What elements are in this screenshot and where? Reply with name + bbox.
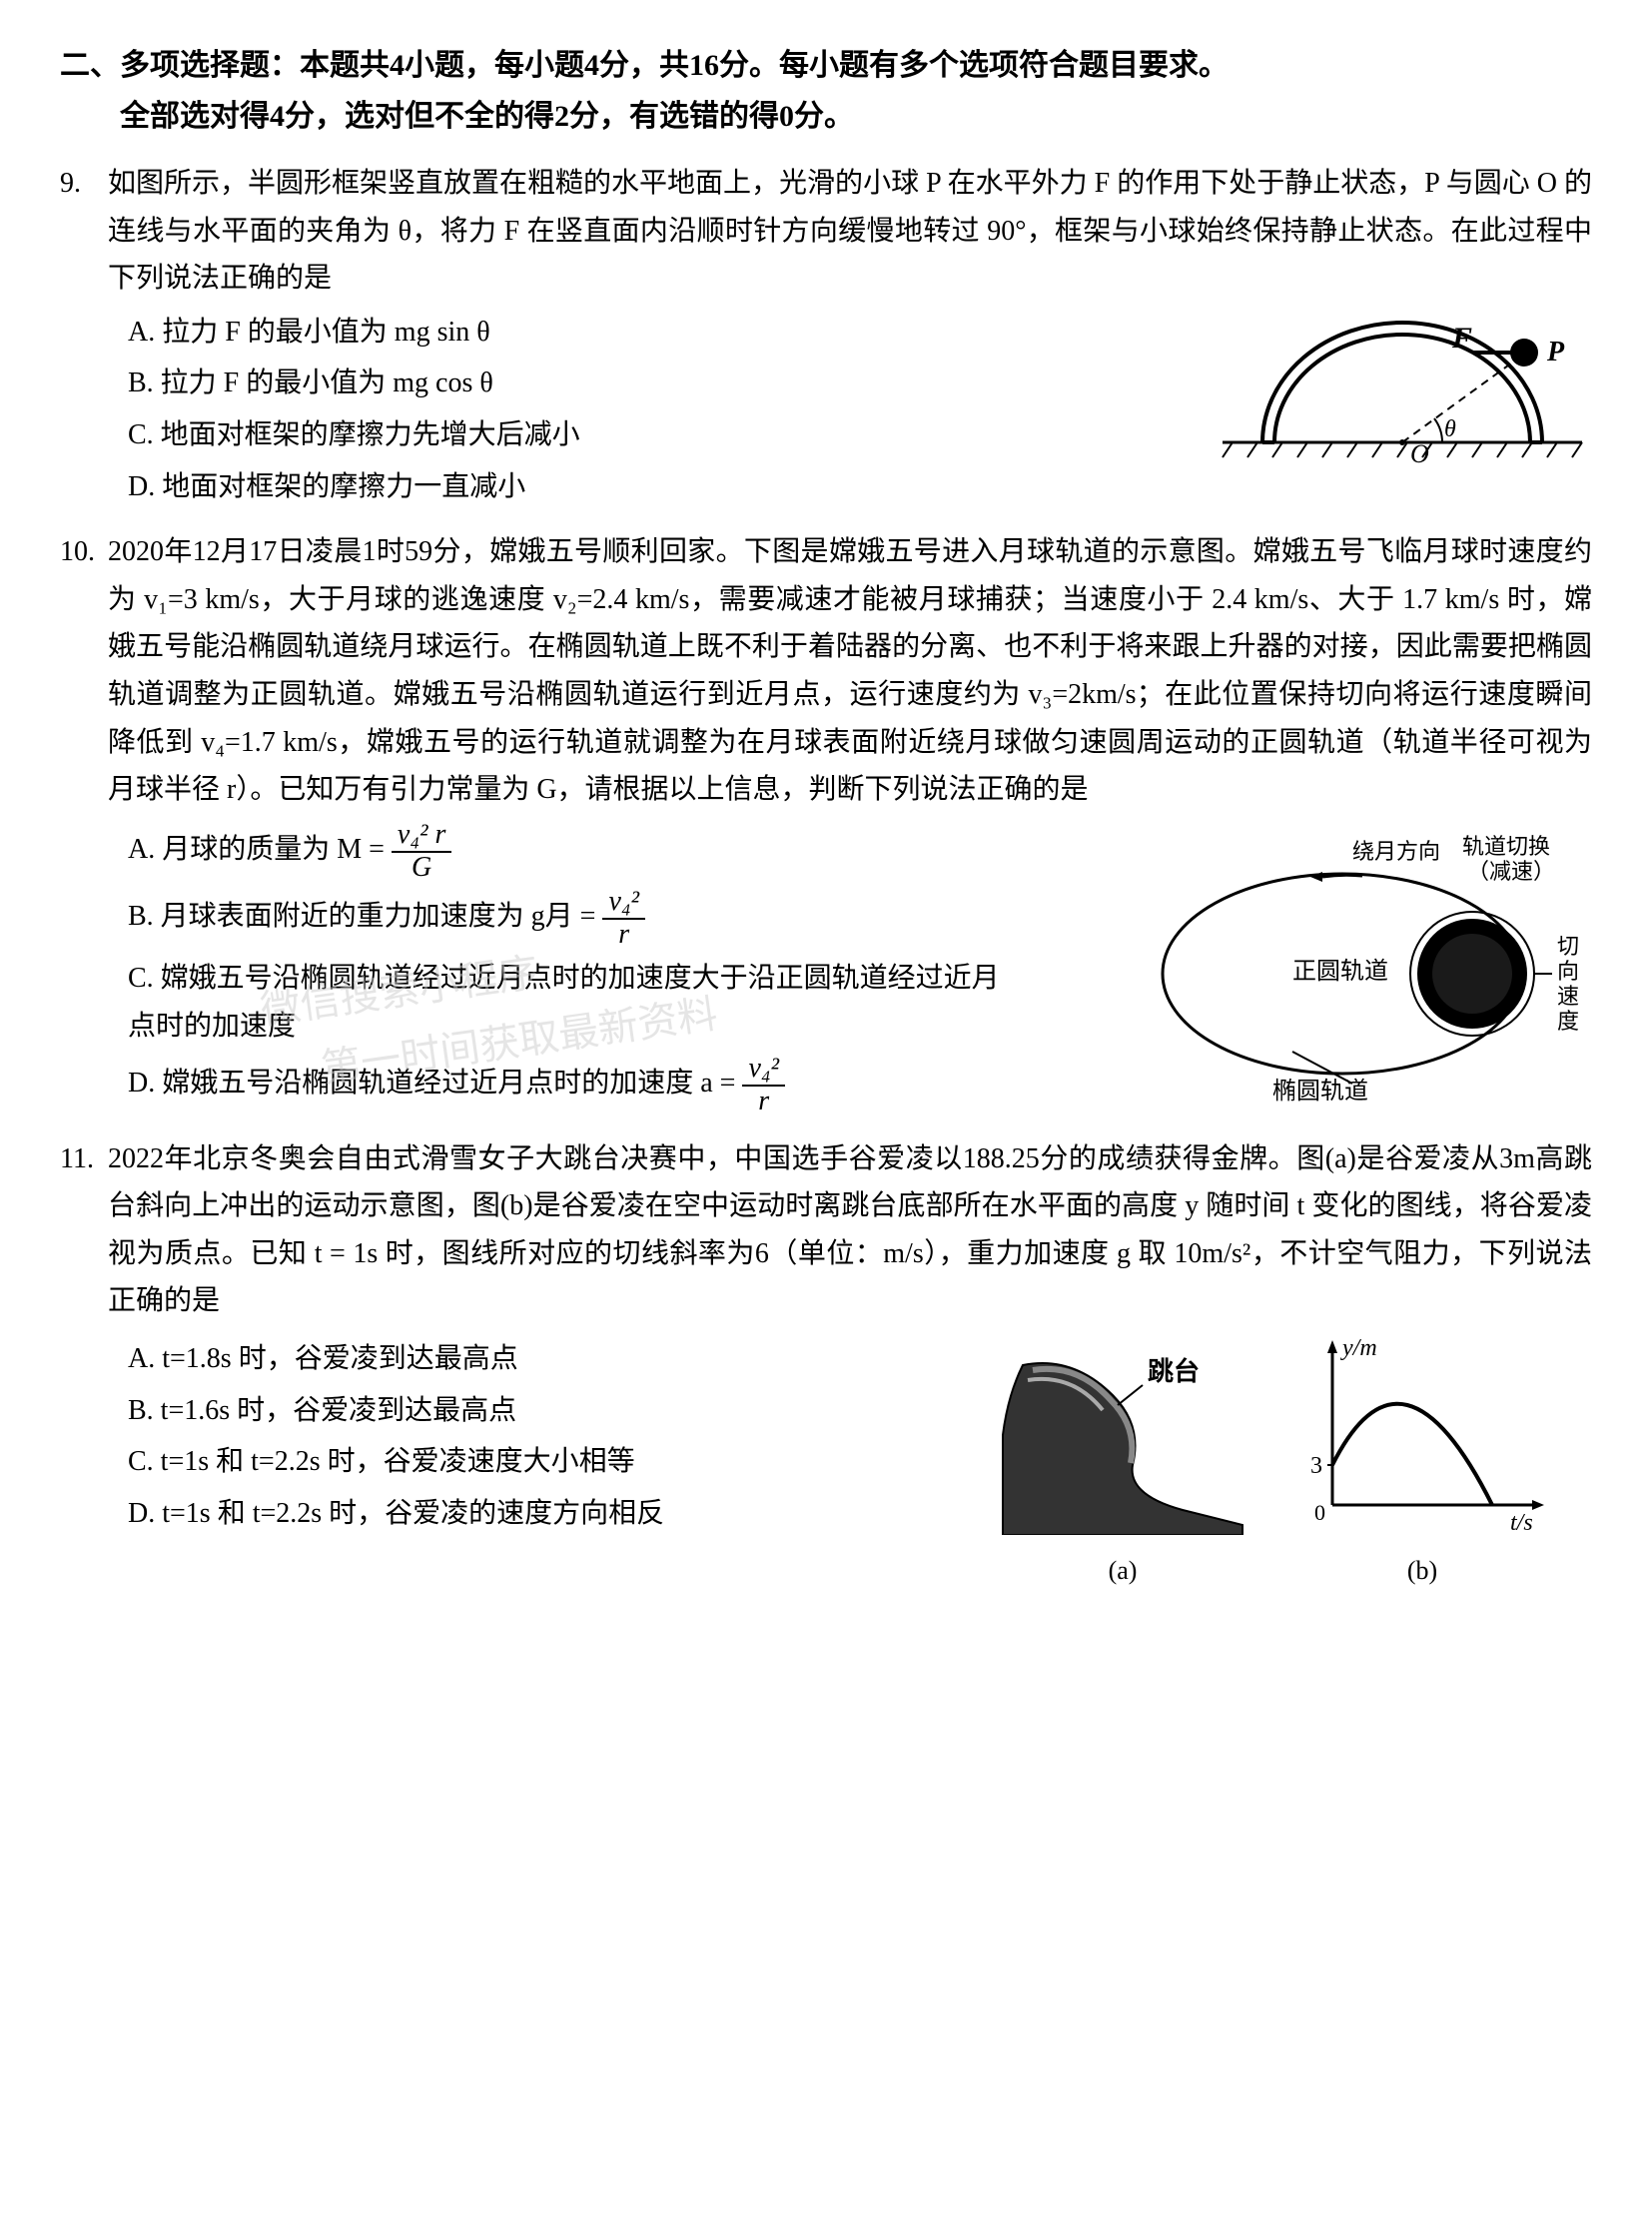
q11-option-C: C. t=1s 和 t=2.2s 时，谷爱凌速度大小相等 — [108, 1438, 807, 1486]
q9-figure: O P θ F — [1213, 303, 1592, 472]
q11-option-A: A. t=1.8s 时，谷爱凌到达最高点 — [108, 1335, 807, 1383]
q11-figb-caption: (b) — [1292, 1549, 1552, 1593]
q11-stem: 2022年北京冬奥会自由式滑雪女子大跳台决赛中，中国选手谷爱凌以188.25分的… — [108, 1135, 1592, 1325]
q10-number: 10. — [60, 528, 95, 576]
q10-label-switch-1: 轨道切换 — [1462, 834, 1550, 859]
q10-label-ellipse: 椭圆轨道 — [1272, 1078, 1368, 1104]
q10-A-den: G — [392, 853, 451, 884]
q10-D-den: r — [742, 1087, 785, 1117]
q11-figure-b: 3 0 y/m t/s (b) — [1292, 1335, 1552, 1593]
question-11: 11. 2022年北京冬奥会自由式滑雪女子大跳台决赛中，中国选手谷爱凌以188.… — [60, 1135, 1592, 1594]
q10-label-tan4: 度 — [1557, 1009, 1579, 1034]
q10-label-tan2: 向 — [1557, 959, 1579, 984]
q11-figb-xlabel: t/s — [1510, 1510, 1533, 1535]
q10-D-pre: D. 嫦娥五号沿椭圆轨道经过近月点时的加速度 a = — [128, 1068, 742, 1099]
section-header: 二、多项选择题：本题共4小题，每小题4分，共16分。每小题有多个选项符合题目要求… — [60, 40, 1592, 142]
q10-label-circle: 正圆轨道 — [1292, 958, 1388, 985]
q10-label-switch-2: （减速） — [1467, 859, 1555, 884]
q10-D-frac: v₄² r — [742, 1054, 785, 1117]
q11-figure-a: 跳台 (a) — [983, 1335, 1262, 1593]
q9-label-theta: θ — [1444, 416, 1456, 442]
q10-label-tan3: 速 — [1557, 984, 1579, 1009]
q10-A-frac: v₄² r G — [392, 820, 451, 884]
q10-A-pre: A. 月球的质量为 M = — [128, 834, 392, 865]
q10-figure: 绕月方向 轨道切换 （减速） 正圆轨道 椭圆轨道 切 向 速 度 — [1153, 824, 1592, 1104]
q11-figb-ylabel: y/m — [1340, 1335, 1377, 1361]
q11-options: A. t=1.8s 时，谷爱凌到达最高点 B. t=1.6s 时，谷爱凌到达最高… — [108, 1331, 807, 1537]
q10-label-direction: 绕月方向 — [1352, 839, 1440, 864]
q11-figa-caption: (a) — [983, 1549, 1262, 1593]
q10-B-den: r — [602, 920, 645, 951]
question-9: 9. 如图所示，半圆形框架竖直放置在粗糙的水平地面上，光滑的小球 P 在水平外力… — [60, 160, 1592, 510]
q11-option-B: B. t=1.6s 时，谷爱凌到达最高点 — [108, 1387, 807, 1435]
q10-B-pre: B. 月球表面附近的重力加速度为 g月 = — [128, 902, 602, 933]
q10-A-num: v₄² r — [392, 820, 451, 853]
q9-number: 9. — [60, 160, 81, 208]
q10-label-tan1: 切 — [1557, 934, 1579, 959]
q9-label-F: F — [1451, 322, 1472, 355]
q10-B-frac: v₄² r — [602, 887, 645, 951]
q11-option-D: D. t=1s 和 t=2.2s 时，谷爱凌的速度方向相反 — [108, 1490, 807, 1538]
q10-option-C: C. 嫦娥五号沿椭圆轨道经过近月点时的加速度大于沿正圆轨道经过近月点时的加速度 — [108, 955, 1007, 1050]
q11-figb-y3: 3 — [1310, 1453, 1322, 1479]
q9-stem: 如图所示，半圆形框架竖直放置在粗糙的水平地面上，光滑的小球 P 在水平外力 F … — [108, 160, 1592, 303]
q10-D-num: v₄² — [742, 1054, 785, 1087]
q9-label-P: P — [1546, 337, 1565, 368]
section-title-line1: 二、多项选择题：本题共4小题，每小题4分，共16分。每小题有多个选项符合题目要求… — [60, 49, 1229, 82]
svg-text:0: 0 — [1314, 1500, 1325, 1525]
q10-stem: 2020年12月17日凌晨1时59分，嫦娥五号顺利回家。下图是嫦娥五号进入月球轨… — [108, 528, 1592, 814]
q11-figa-label: 跳台 — [1148, 1356, 1200, 1386]
question-10: 10. 2020年12月17日凌晨1时59分，嫦娥五号顺利回家。下图是嫦娥五号进… — [60, 528, 1592, 1117]
section-title-line2: 全部选对得4分，选对但不全的得2分，有选错的得0分。 — [60, 91, 854, 142]
q10-B-num: v₄² — [602, 887, 645, 920]
q9-label-O: O — [1410, 439, 1429, 468]
q11-number: 11. — [60, 1135, 94, 1183]
